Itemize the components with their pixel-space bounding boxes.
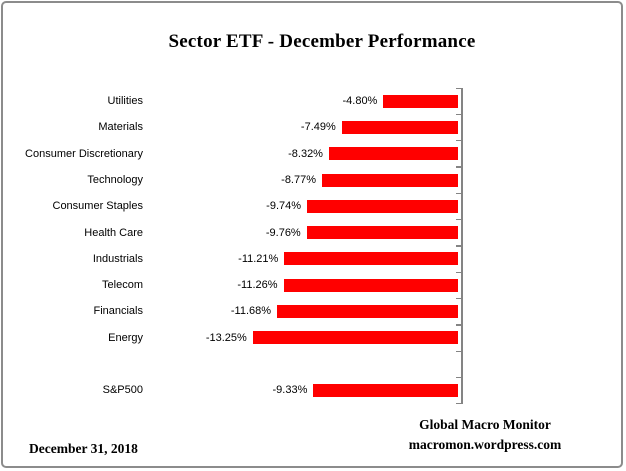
value-label: -7.49% [300,121,336,134]
bar [306,226,458,240]
category-label: Consumer Staples [52,200,144,213]
axis-tick [456,219,462,221]
axis-tick [456,245,462,247]
bar [313,383,458,397]
bar [383,94,458,108]
axis-tick [456,376,462,379]
value-label: -8.77% [281,173,317,186]
axis-tick [456,166,462,168]
category-label: Materials [98,121,143,134]
bar [277,305,458,319]
footer-date: December 31, 2018 [29,441,138,456]
axis-tick [456,140,462,142]
value-label: -11.68% [230,305,272,318]
bar [322,173,458,187]
category-label: Technology [87,173,143,186]
value-label: -9.76% [265,226,301,239]
axis-tick [456,297,462,300]
value-label: -4.80% [342,95,378,107]
bar [328,147,458,161]
category-label: Telecom [102,279,143,292]
category-label: Industrials [92,252,143,265]
value-label: -9.33% [272,384,308,397]
category-label: Financials [93,305,143,318]
category-label: Consumer Discretionary [25,147,143,160]
bar [252,331,458,345]
footer-source: Global Macro Monitor macromon.wordpress.… [375,415,595,455]
footer-source-name: Global Macro Monitor [419,417,551,432]
category-label: Energy [108,331,143,344]
bar [283,278,458,292]
axis-tick [456,113,462,116]
value-label: -9.74% [266,200,302,213]
axis-tick [456,192,462,195]
axis-tick [456,350,462,352]
category-label: Utilities [107,95,143,107]
axis-tick [456,87,462,89]
category-label: S&P500 [102,384,143,397]
plot-area: Utilities -4.80% Materials -7.49% Consumer D… [3,3,621,466]
axis-tick [456,403,462,405]
bar [284,252,458,266]
category-label: Health Care [84,226,143,239]
value-label: -11.26% [237,279,278,292]
bar [307,199,458,213]
bar [341,120,458,134]
footer-source-url: macromon.wordpress.com [408,437,562,452]
value-label: -11.21% [238,252,279,265]
value-label: -13.25% [205,331,247,344]
chart-title: Sector ETF - December Performance [168,31,476,52]
category-axis-line [461,87,463,405]
value-label: -8.32% [288,147,323,160]
axis-tick [456,324,462,326]
axis-tick [456,271,462,273]
